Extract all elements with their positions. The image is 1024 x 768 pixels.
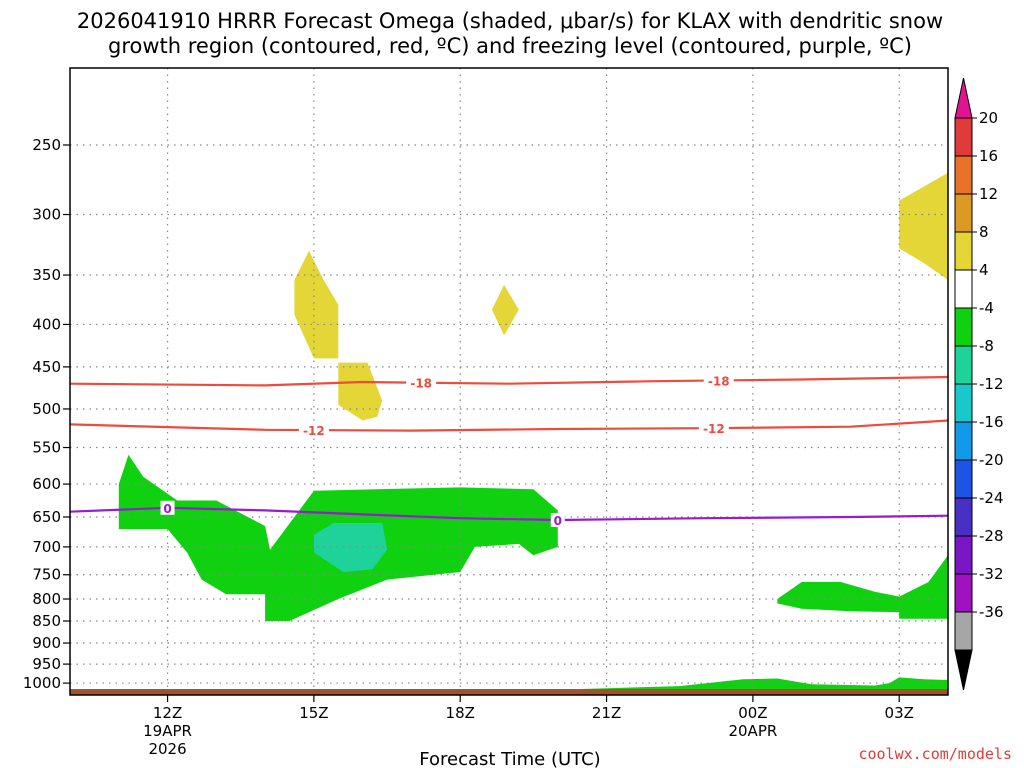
y-tick-label: 300: [32, 206, 61, 224]
x-tick-label: 03Z: [885, 704, 914, 722]
y-tick-label: 350: [32, 266, 61, 284]
x-tick-label: 12Z: [153, 704, 182, 722]
colorbar-level-label: -24: [979, 489, 1004, 507]
colorbar-level-label: 4: [979, 261, 989, 279]
colorbar-level-label: -12: [979, 375, 1004, 393]
snow-growth-contour-label: -18: [410, 377, 432, 391]
freezing-level-contour-0: [69, 506, 949, 522]
contour-lines: -18 -18 -12 -12 0 0: [69, 373, 949, 528]
y-tick-label: 800: [32, 590, 61, 608]
y-tick-label: 250: [32, 136, 61, 154]
ground-surface: [70, 689, 948, 695]
x-tick-label: 15Z: [299, 704, 328, 722]
freezing-level-contour-label: 0: [554, 514, 562, 528]
colorbar-swatch-8: [954, 421, 973, 461]
colorbar-level-label: -8: [979, 337, 994, 355]
colorbar-level-label: 16: [979, 147, 998, 165]
omega-colorbar: 20 16 12 8 4 -4 -8 -12 -16 -20 -24 -28 -32 -36: [954, 77, 1004, 691]
colorbar-swatch-11: [954, 535, 973, 575]
colorbar-level-label: 20: [979, 109, 998, 127]
colorbar-level-label: 8: [979, 223, 989, 241]
colorbar-level-label: -36: [979, 603, 1004, 621]
snow-growth-contour-label-bg-1: [703, 373, 734, 388]
y-tick-label: 550: [32, 439, 61, 457]
snow-growth-contour-label: -18: [708, 374, 730, 388]
colorbar-bottom-arrow: [954, 649, 973, 691]
snow-growth-contour-label: -12: [303, 424, 325, 438]
colorbar-swatch-13: [954, 611, 973, 651]
colorbar-swatch-0: [954, 117, 973, 157]
colorbar-swatch-5: [954, 307, 973, 347]
omega-shading: [118, 172, 948, 691]
colorbar-level-label: -20: [979, 451, 1004, 469]
freezing-level-contour-label: 0: [163, 502, 171, 516]
omega-region-yellow-upper-west: [294, 250, 339, 359]
colorbar-swatch-12: [954, 573, 973, 613]
omega-region-yellow-mid-west: [338, 362, 383, 421]
y-tick-label: 700: [32, 538, 61, 556]
colorbar-swatch-10: [954, 497, 973, 537]
y-tick-label: 1000: [23, 674, 61, 692]
y-tick-label: 750: [32, 566, 61, 584]
omega-region-green-surface: [582, 677, 948, 691]
colorbar-level-label: -32: [979, 565, 1004, 583]
colorbar-swatch-2: [954, 193, 973, 233]
colorbar-swatch-4: [954, 269, 973, 309]
colorbar-top-arrow: [954, 77, 973, 119]
credit-link[interactable]: coolwx.com/models: [858, 745, 1012, 763]
colorbar-swatch-6: [954, 345, 973, 385]
y-tick-label: 950: [32, 655, 61, 673]
y-tick-label: 900: [32, 634, 61, 652]
x-tick-label: 21Z: [592, 704, 621, 722]
x-tick-label: 00Z: [738, 704, 767, 722]
snow-growth-contour-label-bg-1: [698, 421, 729, 436]
colorbar-swatch-3: [954, 231, 973, 271]
x-tick-date-label: 20APR: [728, 722, 777, 740]
colorbar-swatch-9: [954, 459, 973, 499]
omega-region-yellow-upper-east: [899, 172, 948, 280]
freezing-level-contour-label-bg-0: [160, 500, 175, 515]
snow-growth-contour-label-bg-0: [298, 423, 329, 438]
y-tick-label: 850: [32, 612, 61, 630]
pressure-axis: 250 300 350 400 450 500 550 600 650 700 750 800 850 9…: [23, 136, 70, 692]
snow-growth-contour--18: [69, 375, 949, 387]
y-tick-label: 600: [32, 475, 61, 493]
chart-title-line-1: 2026041910 HRRR Forecast Omega (shaded, …: [77, 9, 943, 33]
y-tick-label: 400: [32, 315, 61, 333]
x-axis-label: Forecast Time (UTC): [419, 749, 600, 768]
snow-growth-contour-label: -12: [703, 422, 725, 436]
colorbar-swatch-1: [954, 155, 973, 195]
colorbar-level-label: -4: [979, 299, 994, 317]
omega-region-yellow-diamond: [491, 284, 519, 336]
snow-growth-contour-label-bg-0: [406, 375, 437, 390]
y-tick-label: 450: [32, 358, 61, 376]
omega-region-green-east-mid: [777, 555, 948, 619]
chart-title-line-2: growth region (contoured, red, ºC) and f…: [108, 34, 912, 58]
x-tick-label: 18Z: [446, 704, 475, 722]
snow-growth-contour--12: [69, 419, 949, 432]
y-tick-label: 500: [32, 400, 61, 418]
freezing-level-contour-label-bg-1: [550, 512, 565, 527]
plot-frame: [69, 67, 949, 696]
y-tick-label: 650: [32, 508, 61, 526]
x-tick-year-label: 2026: [148, 740, 186, 758]
colorbar-level-label: -16: [979, 413, 1004, 431]
x-tick-date-label: 19APR: [143, 722, 192, 740]
colorbar-swatch-7: [954, 383, 973, 423]
colorbar-level-label: -28: [979, 527, 1004, 545]
colorbar-level-label: 12: [979, 185, 998, 203]
